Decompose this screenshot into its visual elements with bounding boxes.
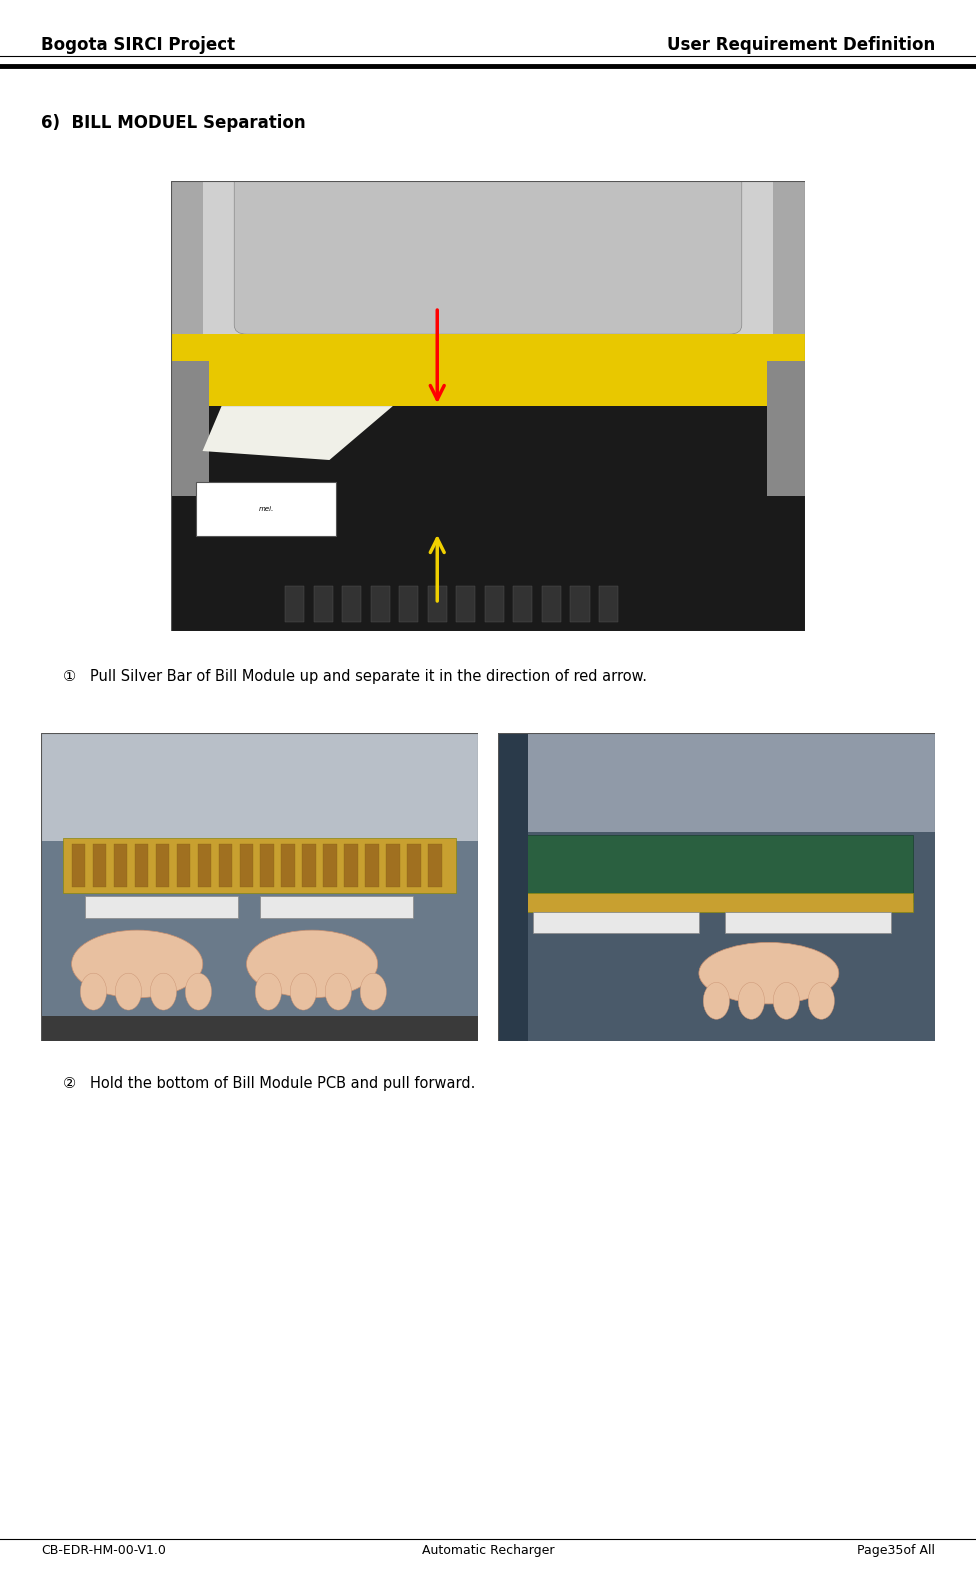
Text: Page35of All: Page35of All <box>857 1544 935 1556</box>
Text: Bogota SIRCI Project: Bogota SIRCI Project <box>41 36 235 54</box>
Text: User Requirement Definition: User Requirement Definition <box>667 36 935 54</box>
Text: 6)  BILL MODUEL Separation: 6) BILL MODUEL Separation <box>41 114 305 131</box>
Text: Automatic Recharger: Automatic Recharger <box>422 1544 554 1556</box>
Text: ②   Hold the bottom of Bill Module PCB and pull forward.: ② Hold the bottom of Bill Module PCB and… <box>63 1076 476 1091</box>
Text: ①   Pull Silver Bar of Bill Module up and separate it in the direction of red ar: ① Pull Silver Bar of Bill Module up and … <box>63 669 647 684</box>
Text: CB-EDR-HM-00-V1.0: CB-EDR-HM-00-V1.0 <box>41 1544 166 1556</box>
